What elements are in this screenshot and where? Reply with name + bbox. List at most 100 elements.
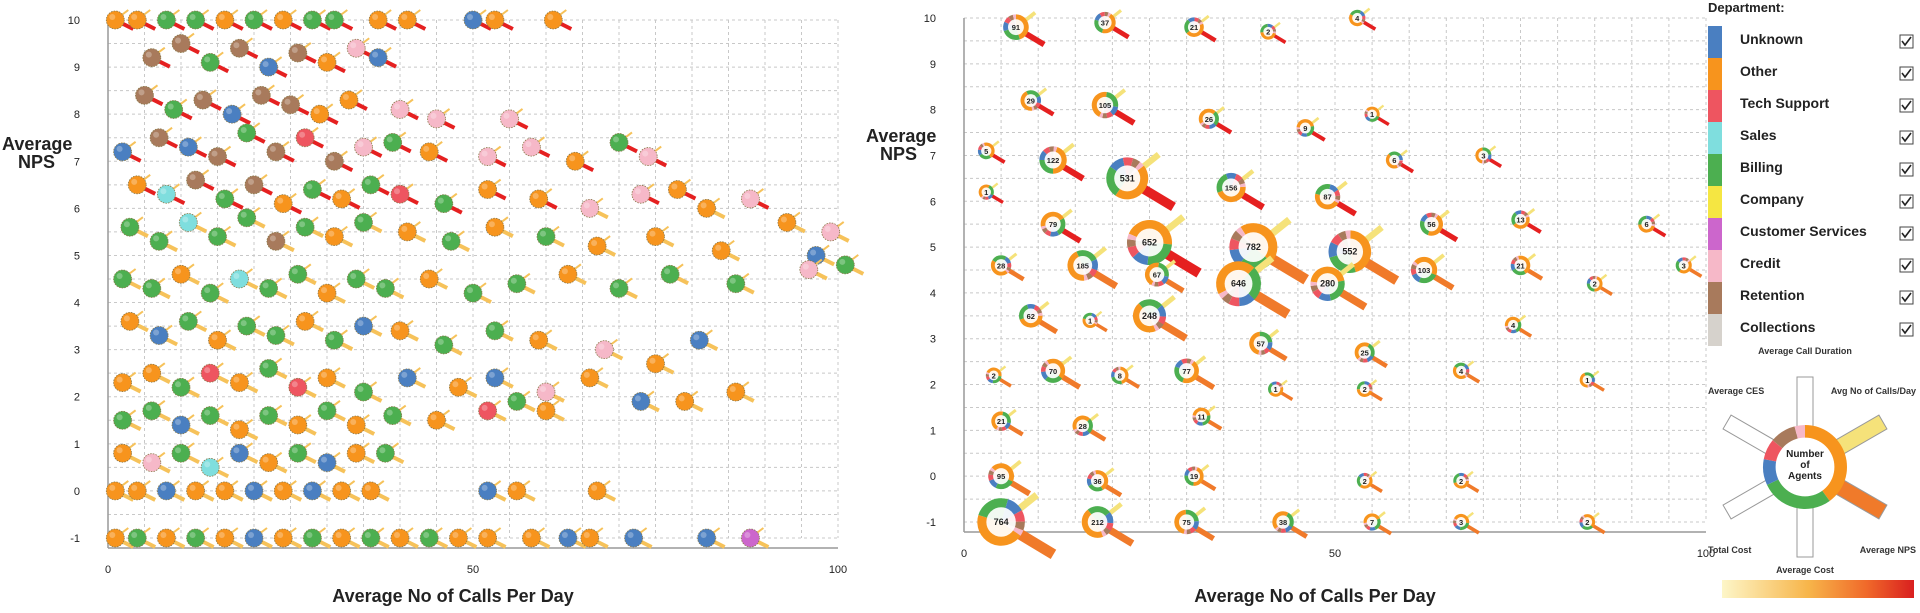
data-point [478, 145, 507, 168]
bubble: 764 [977, 492, 1057, 559]
data-point [208, 145, 237, 168]
data-point [711, 239, 741, 262]
data-point [507, 272, 536, 295]
data-point [302, 527, 332, 549]
data-point [215, 480, 244, 502]
y-axis-title: Average NPS [2, 134, 72, 172]
data-point [142, 400, 171, 422]
data-point [273, 9, 303, 31]
color-ramp-bar [1722, 580, 1914, 598]
bubble: 70 [1040, 355, 1082, 390]
bubble: 2 [1356, 379, 1383, 402]
y-tick-label: 6 [74, 203, 80, 215]
data-point [127, 174, 157, 196]
bubble-count-label: 57 [1257, 339, 1265, 348]
data-point [288, 42, 317, 64]
legend-item[interactable]: Other [1708, 58, 1914, 90]
legend-item[interactable]: Billing [1708, 154, 1914, 186]
bubble-count-label: 2 [1585, 518, 1589, 527]
bubble-count-label: 62 [1027, 312, 1035, 321]
data-point [624, 527, 653, 549]
x-tick-label: 50 [1329, 548, 1341, 560]
bubble-count-label: 552 [1342, 247, 1357, 257]
check-icon [1901, 68, 1912, 79]
radial-label-top-right: Avg No of Calls/Day [1831, 386, 1916, 396]
data-point [821, 221, 850, 243]
bubble-count-label: 4 [1355, 14, 1360, 23]
legend-label: Other [1740, 63, 1778, 79]
data-point [156, 9, 186, 31]
legend-item[interactable]: Customer Services [1708, 218, 1914, 250]
data-point [266, 324, 295, 347]
bubble-count-label: 6 [1645, 220, 1649, 229]
bubble: 8 [1111, 364, 1141, 389]
y-tick-label: 1 [74, 439, 80, 451]
bubble-count-label: 1 [1585, 376, 1589, 385]
data-point [142, 362, 171, 384]
data-point [368, 9, 397, 31]
bubble: 2 [1260, 21, 1287, 44]
data-point [171, 32, 200, 55]
bubble: 28 [990, 252, 1025, 282]
legend-item[interactable]: Retention [1708, 282, 1914, 314]
radial-center-label: Number [1786, 449, 1824, 460]
radial-label-bottom: Average Cost [1776, 565, 1834, 575]
bubble: 38 [1272, 508, 1308, 539]
data-point [295, 310, 324, 333]
y-tick-label: 10 [924, 13, 936, 25]
data-point [142, 46, 171, 69]
legend-item[interactable]: Unknown [1708, 26, 1914, 58]
check-icon [1901, 36, 1912, 47]
bubble: 62 [1018, 301, 1059, 335]
data-point [127, 9, 157, 31]
data-point [244, 527, 273, 549]
bubble: 87 [1314, 180, 1357, 217]
bubble: 21 [1184, 14, 1217, 43]
data-point [397, 367, 427, 389]
check-icon [1901, 100, 1912, 111]
bubble-count-label: 7 [1370, 518, 1374, 527]
data-point [113, 268, 142, 290]
data-point [346, 442, 376, 465]
data-point [237, 122, 266, 144]
data-point [229, 418, 259, 441]
y-tick-label: 3 [74, 345, 80, 357]
data-point [536, 381, 565, 403]
y-tick-label: 4 [74, 298, 80, 310]
data-point [741, 188, 770, 210]
bubble-count-label: 2 [992, 371, 996, 380]
legend-title: Department: [1708, 0, 1785, 15]
data-point [529, 188, 558, 210]
bubble: 6 [1638, 213, 1667, 238]
bubble-count-label: 29 [1027, 96, 1035, 105]
data-point [419, 527, 449, 549]
bubble-count-label: 248 [1142, 311, 1157, 321]
bubble: 28 [1072, 412, 1107, 442]
data-point [208, 329, 237, 352]
x-axis-title: Average No of Calls Per Day [332, 586, 573, 606]
legend-item[interactable]: Collections [1708, 314, 1914, 346]
radial-center [1775, 437, 1835, 497]
data-point [580, 527, 609, 549]
data-point [200, 51, 230, 74]
bubble-count-label: 185 [1076, 261, 1089, 270]
legend-item[interactable]: Tech Support [1708, 90, 1914, 122]
legend-swatch [1708, 250, 1722, 282]
data-point [354, 381, 383, 403]
data-point [427, 108, 456, 130]
legend-item[interactable]: Credit [1708, 250, 1914, 282]
data-point [675, 390, 704, 413]
data-point [558, 527, 587, 549]
bubble-count-label: 87 [1323, 193, 1331, 202]
legend-item[interactable]: Company [1708, 186, 1914, 218]
bubble: 1 [1364, 104, 1390, 127]
bubble: 13 [1511, 208, 1542, 234]
bubble-count-label: 70 [1049, 367, 1057, 376]
y-tick-label: 2 [74, 392, 80, 404]
data-point [558, 263, 587, 286]
legend-label: Collections [1740, 319, 1816, 335]
bubble-count-label: 280 [1320, 279, 1335, 289]
data-point [178, 310, 208, 333]
bubble-count-label: 3 [1682, 261, 1686, 270]
legend-item[interactable]: Sales [1708, 122, 1914, 154]
